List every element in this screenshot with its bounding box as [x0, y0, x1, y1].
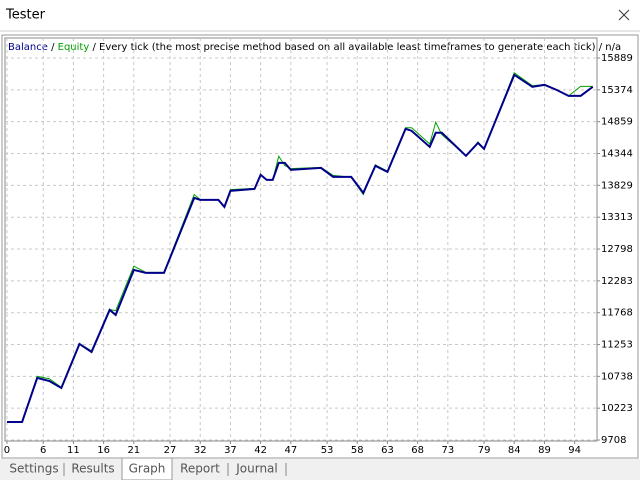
y-tick-label: 14344 — [601, 149, 633, 160]
x-tick-label: 32 — [194, 445, 207, 456]
tab[interactable]: Journal — [235, 462, 278, 476]
legend-text: Balance — [8, 42, 48, 53]
y-tick-label: 10738 — [601, 371, 633, 382]
x-tick-label: 79 — [478, 445, 491, 456]
x-tick-label: 63 — [381, 445, 394, 456]
x-tick-label: 21 — [127, 445, 140, 456]
legend-text: Every tick (the most precise method base… — [99, 42, 596, 53]
legend-text: / — [599, 42, 603, 53]
x-tick-label: 11 — [67, 445, 80, 456]
y-tick-label: 15374 — [601, 85, 633, 96]
tab[interactable]: Settings — [9, 462, 58, 476]
tab[interactable]: Report — [180, 462, 220, 476]
legend-text: Equity — [58, 42, 90, 53]
y-tick-label: 10223 — [601, 403, 633, 414]
y-tick-label: 11768 — [601, 308, 633, 319]
x-tick-label: 89 — [538, 445, 551, 456]
y-tick-label: 13829 — [601, 180, 633, 191]
y-tick-label: 12798 — [601, 244, 633, 255]
x-tick-label: 58 — [351, 445, 364, 456]
x-tick-label: 42 — [254, 445, 267, 456]
chart-area — [1, 34, 639, 459]
tab[interactable]: Results — [71, 462, 114, 476]
y-tick-label: 12283 — [601, 276, 633, 287]
x-tick-label: 37 — [224, 445, 237, 456]
x-tick-label: 0 — [4, 445, 10, 456]
series-line — [6, 73, 594, 423]
y-tick-label: 14859 — [601, 117, 633, 128]
legend: Balance / Equity / Every tick (the most … — [8, 42, 621, 53]
x-tick-label: 47 — [284, 445, 297, 456]
close-button[interactable] — [618, 9, 630, 21]
y-tick-label: 11253 — [601, 340, 633, 351]
y-tick-label: 13313 — [601, 212, 633, 223]
x-tick-label: 27 — [164, 445, 177, 456]
x-tick-label: 53 — [321, 445, 334, 456]
y-tick-label: 9708 — [601, 435, 626, 446]
title-bar — [0, 0, 640, 31]
legend-text: / — [51, 42, 55, 53]
x-tick-label: 73 — [441, 445, 454, 456]
legend-text: / — [92, 42, 96, 53]
x-tick-label: 68 — [411, 445, 424, 456]
x-tick-label: 84 — [508, 445, 521, 456]
x-tick-label: 16 — [97, 445, 110, 456]
active-tab — [121, 457, 173, 480]
window-title: Tester — [5, 8, 46, 23]
legend-text: n/a — [605, 42, 621, 53]
x-tick-label: 6 — [40, 445, 46, 456]
x-tick-label: 94 — [568, 445, 581, 456]
y-tick-label: 15889 — [601, 53, 633, 64]
plot-frame — [4, 37, 598, 442]
tab[interactable]: Graph — [129, 462, 166, 476]
